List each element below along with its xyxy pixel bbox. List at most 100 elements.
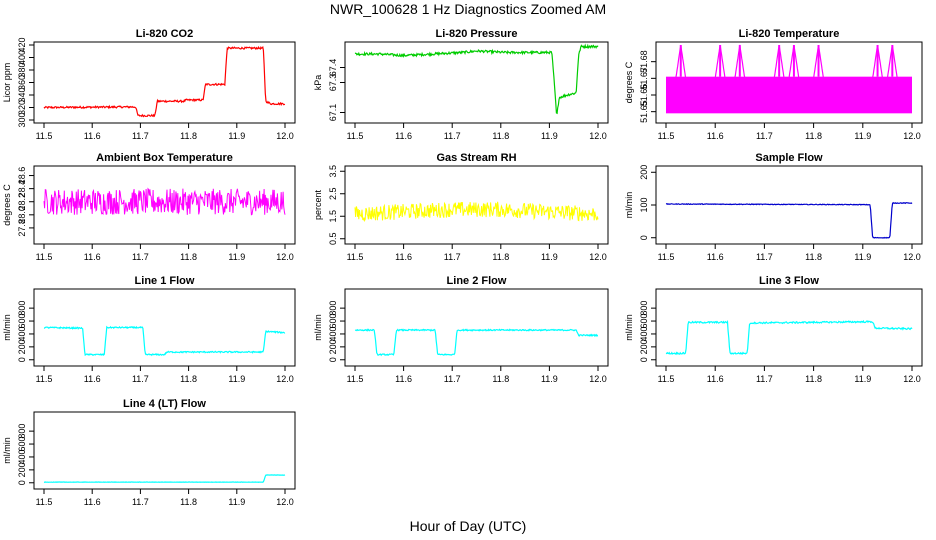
y-tick-label: 2.5 (328, 187, 338, 200)
x-tick-label: 11.8 (492, 131, 509, 141)
x-tick-label: 11.9 (228, 374, 245, 384)
series-line (43, 325, 286, 357)
y-tick-label: 400 (17, 50, 27, 65)
y-tick-label: 340 (17, 87, 27, 102)
y-tick-label: 51.65 (639, 100, 649, 123)
y-tick-label: 0 (639, 235, 649, 240)
panel-7: Line 1 Flow ml/min 11.5 11.6 11.7 11.8 11.9 12.… (2, 275, 296, 384)
y-tick-label: 400 (328, 326, 338, 341)
x-tick-label: 11.7 (132, 131, 149, 141)
x-tick-label: 11.7 (132, 252, 149, 262)
x-tick-label: 11.9 (228, 252, 245, 262)
series-line (665, 201, 913, 239)
x-tick-label: 12.0 (903, 374, 921, 384)
panel-9: Line 3 Flow ml/min 11.5 11.6 11.7 11.8 11.9 12.… (624, 275, 923, 384)
x-tick-label: 11.5 (347, 131, 364, 141)
y-axis-label: degrees C (2, 184, 12, 226)
y-axis-label: ml/min (2, 437, 12, 464)
y-tick-label: 28.0 (17, 206, 27, 224)
x-tick-label: 11.9 (228, 131, 245, 141)
y-tick-label: 600 (17, 437, 27, 452)
y-tick-label: 200 (17, 462, 27, 477)
series-line (43, 45, 286, 118)
panel-title: Ambient Box Temperature (96, 152, 233, 164)
y-tick-label: 0.5 (328, 232, 338, 245)
y-axis-label: degrees C (624, 61, 634, 103)
series-band (666, 76, 912, 114)
y-tick-label: 400 (17, 326, 27, 341)
x-tick-label: 11.8 (492, 252, 509, 262)
y-tick-label: 600 (328, 314, 338, 329)
x-tick-label: 12.0 (589, 374, 607, 384)
y-tick-label: 600 (17, 314, 27, 329)
x-tick-label: 12.0 (903, 131, 921, 141)
y-tick-label: 67.4 (328, 59, 338, 77)
plot-frame (655, 41, 923, 124)
panel-title: Li-820 CO2 (136, 28, 193, 40)
panel-1: Li-820 CO2 Licor ppm 11.5 11.6 11.7 11.8 11.9 1… (2, 28, 296, 141)
x-tick-label: 11.8 (492, 374, 509, 384)
panel-4: Ambient Box Temperature degrees C 11.5 11.6… (2, 152, 296, 262)
y-axis-label: Licor ppm (2, 63, 12, 103)
y-tick-label: 200 (328, 339, 338, 354)
panel-title: Line 3 Flow (759, 275, 819, 287)
x-tick-label: 11.8 (180, 131, 197, 141)
y-tick-label: 0 (639, 357, 649, 362)
plot-frame (655, 288, 923, 367)
panel-title: Line 2 Flow (447, 275, 507, 287)
x-tick-label: 11.6 (84, 131, 101, 141)
y-tick-label: 800 (639, 301, 649, 316)
plot-frame (33, 288, 296, 367)
y-tick-label: 400 (17, 449, 27, 464)
x-tick-label: 11.9 (541, 131, 558, 141)
x-tick-label: 11.9 (541, 252, 558, 262)
panel-title: Gas Stream RH (436, 152, 516, 164)
x-tick-label: 11.8 (805, 131, 822, 141)
x-tick-label: 11.5 (347, 252, 364, 262)
y-tick-label: 28.6 (17, 167, 27, 185)
plot-frame (33, 411, 296, 490)
x-tick-label: 11.7 (756, 131, 773, 141)
panel-title: Li-820 Temperature (739, 28, 840, 40)
y-tick-label: 380 (17, 62, 27, 77)
panel-title: Li-820 Pressure (436, 28, 518, 40)
x-tick-label: 12.0 (903, 252, 921, 262)
x-tick-label: 11.5 (36, 497, 53, 507)
x-tick-label: 11.5 (36, 131, 53, 141)
x-tick-label: 11.7 (756, 374, 773, 384)
x-tick-label: 12.0 (589, 252, 607, 262)
y-axis-label: percent (313, 189, 323, 220)
x-tick-label: 11.8 (180, 374, 197, 384)
x-tick-label: 11.7 (444, 131, 461, 141)
y-tick-label: 51.68 (639, 50, 649, 73)
x-tick-label: 11.9 (854, 131, 871, 141)
plot-frame (655, 165, 923, 245)
x-tick-label: 11.7 (132, 497, 149, 507)
y-tick-label: 420 (17, 37, 27, 52)
plot-frame (33, 41, 296, 124)
x-tick-label: 11.7 (444, 252, 461, 262)
x-tick-label: 12.0 (276, 252, 294, 262)
series-line (43, 474, 286, 483)
figure-xlabel: Hour of Day (UTC) (409, 518, 527, 534)
x-tick-label: 11.8 (805, 252, 822, 262)
x-tick-label: 11.5 (36, 374, 53, 384)
panel-6: Sample Flow ml/min 11.5 11.6 11.7 11.8 11.9 12.… (624, 152, 923, 262)
x-tick-label: 12.0 (276, 497, 294, 507)
y-tick-label: 360 (17, 75, 27, 90)
y-tick-label: 51.67 (639, 67, 649, 90)
x-tick-label: 11.8 (805, 374, 822, 384)
x-tick-label: 11.9 (541, 374, 558, 384)
x-tick-label: 11.6 (707, 252, 724, 262)
x-tick-label: 11.6 (395, 252, 412, 262)
y-tick-label: 200 (639, 339, 649, 354)
plot-frame (344, 165, 609, 245)
x-tick-label: 11.8 (180, 497, 197, 507)
y-axis-label: kPa (313, 75, 323, 91)
y-tick-label: 51.66 (639, 84, 649, 107)
plot-frame (344, 288, 609, 367)
x-tick-label: 11.7 (132, 374, 149, 384)
x-tick-label: 11.7 (444, 374, 461, 384)
y-tick-label: 67.3 (328, 74, 338, 92)
panel-10: Line 4 (LT) Flow ml/min 11.5 11.6 11.7 11.8 11… (2, 398, 296, 507)
